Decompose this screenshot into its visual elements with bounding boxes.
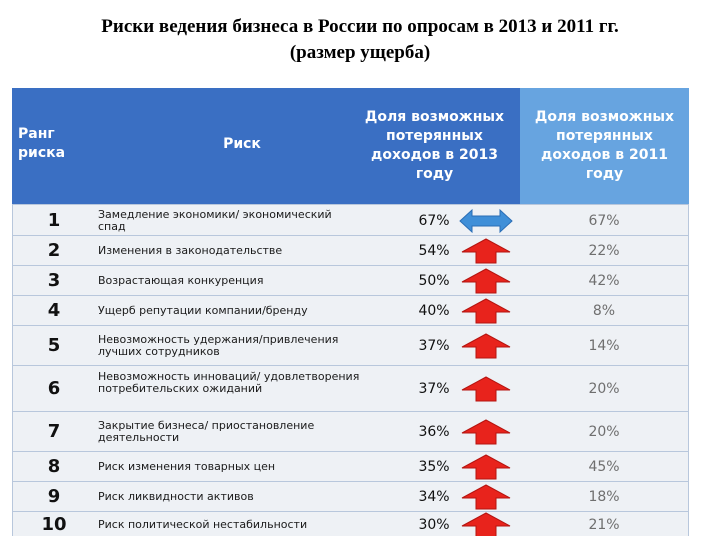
page-title: Риски ведения бизнеса в России по опроса… — [0, 14, 720, 66]
risk-rank: 7 — [47, 421, 61, 442]
table-row: 2 Изменения в законодательстве 54% 22% — [12, 235, 689, 265]
risk-name: Замедление экономики/ экономический спад — [98, 208, 332, 233]
risk-rank: 8 — [47, 456, 61, 477]
table-row: 10 Риск политической нестабильности 30% 21% — [12, 511, 689, 536]
risk-rank: 4 — [47, 300, 61, 321]
share-2011-value: 45% — [588, 459, 620, 475]
share-2013-value: 37% — [418, 381, 450, 397]
table-row: 3 Возрастающая конкуренция 50% 42% — [12, 265, 689, 295]
share-2011-value: 14% — [588, 338, 620, 354]
share-2013-value: 40% — [418, 303, 450, 319]
equal-arrow-icon — [459, 208, 513, 234]
share-2013-value: 36% — [418, 424, 450, 440]
share-2011-value: 22% — [588, 243, 620, 259]
risk-name: Невозможность удержания/привлечения лучш… — [98, 333, 339, 358]
title-line-2: (размер ущерба) — [289, 42, 431, 63]
up-arrow-icon — [461, 454, 511, 480]
up-arrow-icon — [461, 268, 511, 294]
header-share-2011: Доля возможных потерянных доходов в 2011… — [534, 109, 675, 182]
risk-rank: 10 — [41, 514, 67, 535]
table-row: 6 Невозможность инноваций/ удовлетворения… — [12, 365, 689, 411]
risk-rank: 5 — [47, 335, 61, 356]
risk-name: Риск изменения товарных цен — [98, 460, 276, 473]
risk-name: Невозможность инноваций/ удовлетворения … — [98, 370, 360, 395]
table-row: 4 Ущерб репутации компании/бренду 40% 8% — [12, 295, 689, 325]
share-2013-value: 34% — [418, 489, 450, 505]
table-row: 5 Невозможность удержания/привлечения луч… — [12, 325, 689, 365]
header-risk: Риск — [223, 136, 261, 152]
risk-rank: 6 — [47, 378, 61, 399]
share-2013-value: 37% — [418, 338, 450, 354]
risk-rank: 1 — [47, 210, 61, 231]
up-arrow-icon — [461, 298, 511, 324]
share-2011-value: 21% — [588, 517, 620, 533]
up-arrow-icon — [461, 238, 511, 264]
share-2011-value: 20% — [588, 381, 620, 397]
title-line-1: Риски ведения бизнеса в России по опроса… — [101, 16, 619, 37]
header-rank: Ранг риска — [18, 126, 66, 161]
risk-name: Изменения в законодательстве — [98, 244, 283, 257]
table-row: 1 Замедление экономики/ экономический спа… — [12, 204, 689, 235]
header-2011-background — [520, 88, 689, 204]
share-2013-value: 67% — [418, 213, 450, 229]
share-2013-value: 50% — [418, 273, 450, 289]
up-arrow-icon — [461, 376, 511, 402]
up-arrow-icon — [461, 419, 511, 445]
up-arrow-icon — [461, 484, 511, 510]
share-2013-value: 30% — [418, 517, 450, 533]
risk-rank: 9 — [47, 486, 61, 507]
risk-rank: 2 — [47, 240, 61, 261]
risk-table: Ранг риска Риск Доля возможных потерянны… — [12, 88, 689, 536]
share-2011-value: 42% — [588, 273, 620, 289]
up-arrow-icon — [461, 333, 511, 359]
table-header: Ранг риска Риск Доля возможных потерянны… — [12, 88, 689, 204]
risk-name: Ущерб репутации компании/бренду — [98, 304, 308, 317]
risk-name: Возрастающая конкуренция — [98, 274, 264, 287]
share-2011-value: 18% — [588, 489, 620, 505]
table-row: 8 Риск изменения товарных цен 35% 45% — [12, 451, 689, 481]
share-2013-value: 54% — [418, 243, 450, 259]
table-row: 7 Закрытие бизнеса/ приостановление деяте… — [12, 411, 689, 451]
header-share-2013: Доля возможных потерянных доходов в 2013… — [364, 109, 505, 182]
risk-rank: 3 — [47, 270, 61, 291]
table-row: 9 Риск ликвидности активов 34% 18% — [12, 481, 689, 511]
risk-name: Риск ликвидности активов — [98, 490, 254, 503]
share-2013-value: 35% — [418, 459, 450, 475]
share-2011-value: 8% — [592, 303, 616, 319]
share-2011-value: 20% — [588, 424, 620, 440]
share-2011-value: 67% — [588, 213, 620, 229]
risk-name: Риск политической нестабильности — [98, 518, 308, 531]
risk-name: Закрытие бизнеса/ приостановление деятел… — [98, 419, 315, 444]
up-arrow-icon — [461, 512, 511, 536]
